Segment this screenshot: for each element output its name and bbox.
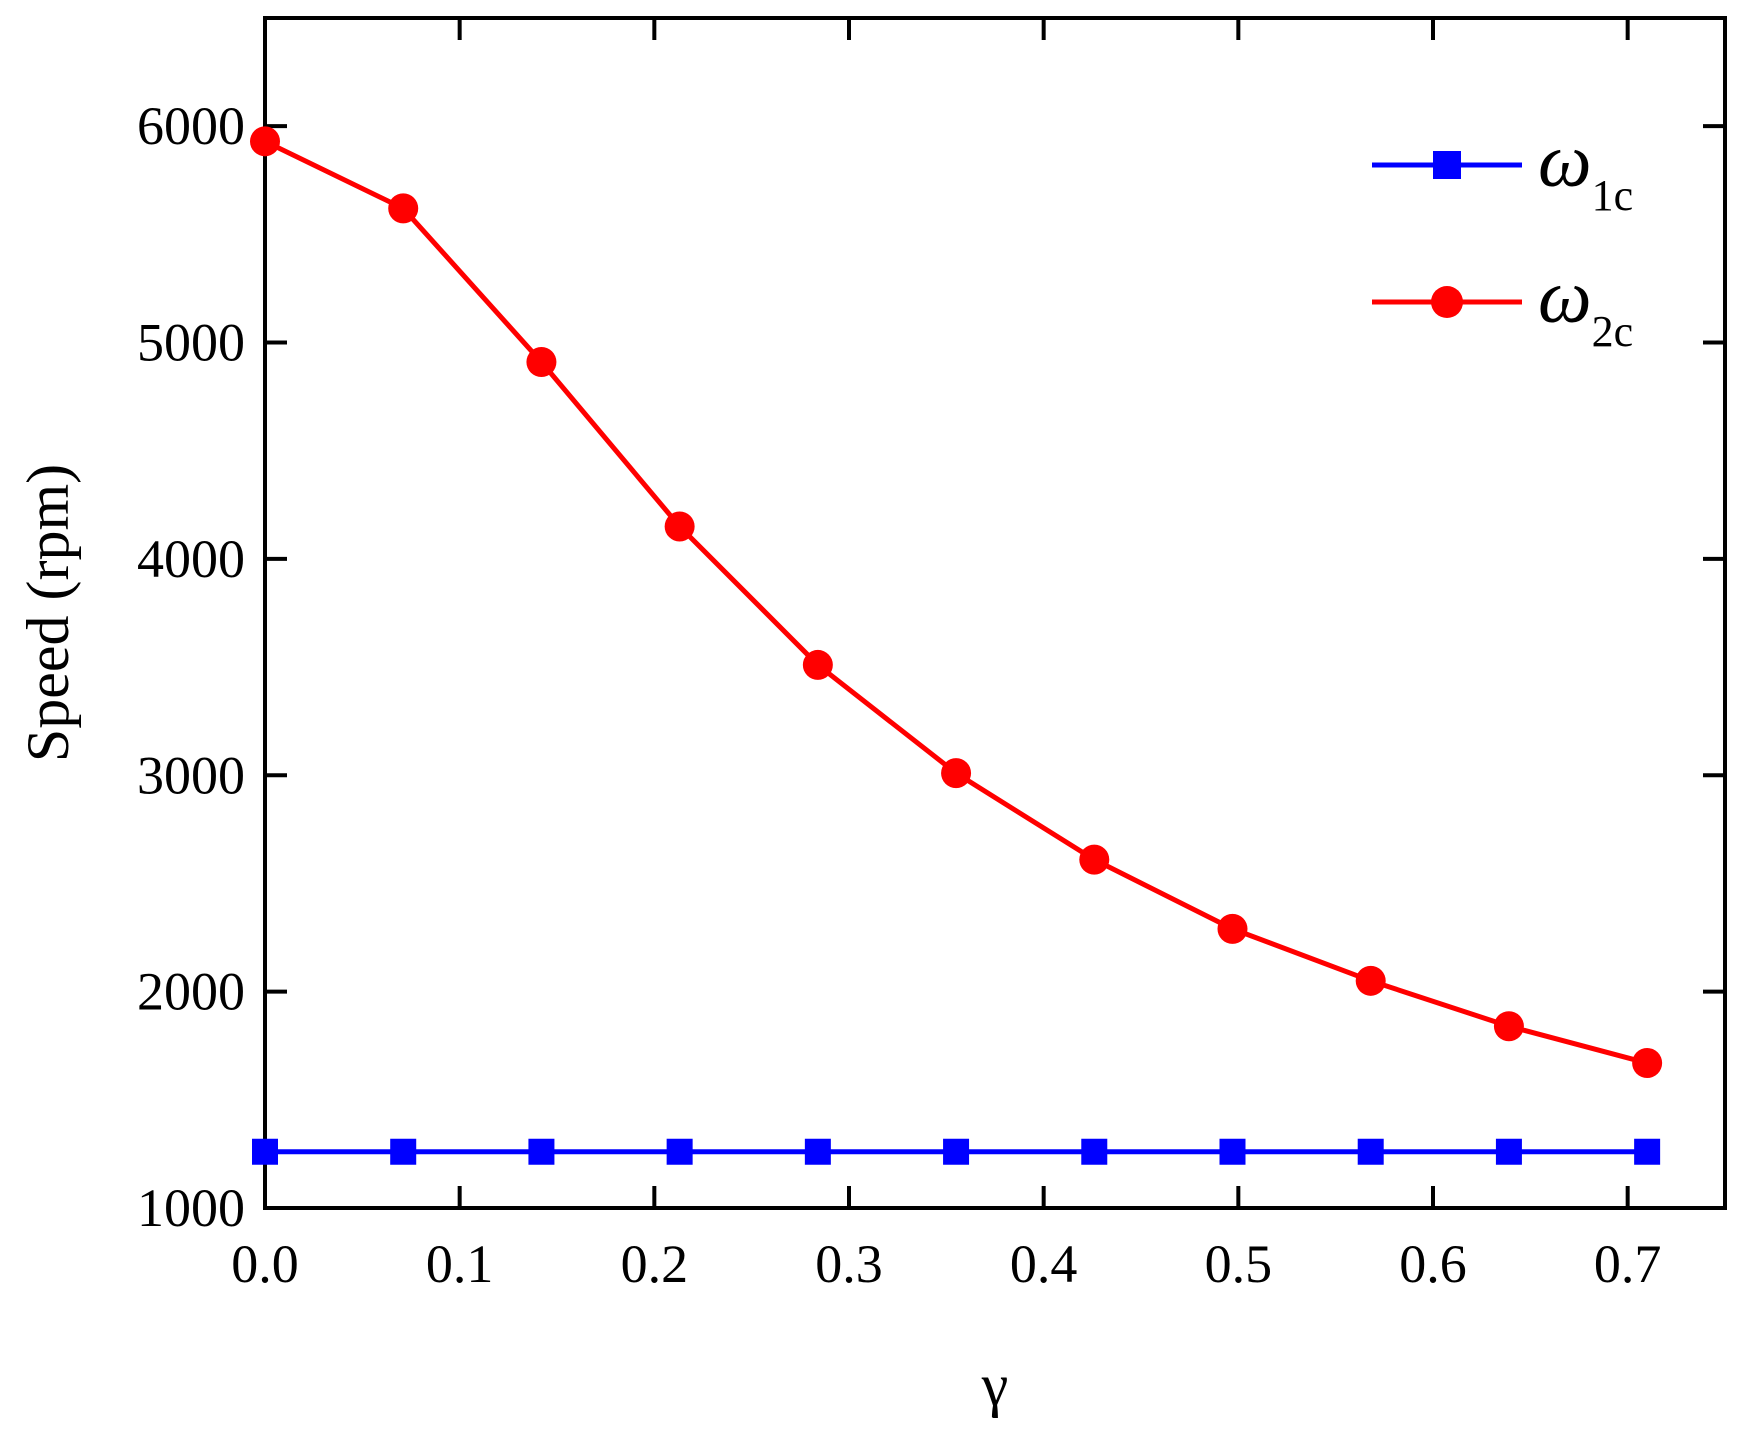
- data-point-1c: [666, 1138, 693, 1165]
- legend-label-1c-subscript: 1c: [1592, 171, 1634, 220]
- data-point-1c: [252, 1138, 278, 1165]
- legend-label-2c-subscript: 2c: [1592, 307, 1634, 356]
- x-axis-ticks: 0.0 0.1 0.2 0.3 0.4 0.5 0.6 0.7: [231, 18, 1661, 1294]
- legend: ω1c ω2c: [1372, 119, 1633, 356]
- legend-label-2c-symbol: ω: [1538, 255, 1592, 339]
- legend-label-2c: ω2c: [1538, 255, 1633, 356]
- series-layer: [250, 126, 1663, 1165]
- x-tick-label: 0.3: [815, 1234, 883, 1294]
- x-tick-label: 0.6: [1399, 1234, 1467, 1294]
- data-point-2c: [664, 511, 695, 542]
- plot-frame: [263, 16, 1727, 1210]
- data-point-2c: [802, 649, 833, 680]
- y-tick-label: 3000: [137, 745, 245, 805]
- x-tick-label: 0.2: [621, 1234, 689, 1294]
- data-point-1c: [943, 1138, 970, 1165]
- x-axis-title: γ: [981, 1352, 1009, 1418]
- y-tick-label: 2000: [137, 962, 245, 1022]
- data-point-1c: [528, 1138, 555, 1165]
- data-point-1c: [1219, 1138, 1246, 1165]
- x-tick-label: 0.4: [1010, 1234, 1078, 1294]
- data-point-2c: [941, 758, 972, 789]
- data-point-2c: [526, 347, 557, 378]
- y-axis-title: Speed (rpm): [15, 464, 81, 762]
- data-point-2c: [1355, 965, 1386, 996]
- y-tick-label: 1000: [137, 1178, 245, 1238]
- legend-entry-1c: ω1c: [1372, 119, 1633, 220]
- data-point-1c: [1495, 1138, 1522, 1165]
- y-tick-label: 6000: [137, 96, 245, 156]
- x-tick-label: 0.7: [1594, 1234, 1662, 1294]
- data-point-2c: [1632, 1048, 1663, 1079]
- data-point-1c: [804, 1138, 831, 1165]
- y-tick-label: 4000: [137, 529, 245, 589]
- y-axis-ticks: 1000 2000 3000 4000 5000 6000: [137, 96, 1725, 1238]
- x-tick-label: 0.1: [426, 1234, 494, 1294]
- data-point-2c: [1079, 844, 1110, 875]
- data-point-1c: [1634, 1138, 1661, 1165]
- data-point-2c: [1217, 913, 1248, 944]
- data-point-1c: [390, 1138, 417, 1165]
- data-point-2c: [1493, 1011, 1524, 1042]
- legend-marker-1c: [1433, 151, 1461, 179]
- data-point-1c: [1081, 1138, 1108, 1165]
- data-point-2c: [388, 193, 419, 224]
- legend-label-1c-symbol: ω: [1538, 119, 1592, 203]
- x-tick-label: 0.5: [1205, 1234, 1273, 1294]
- x-tick-label: 0.0: [231, 1234, 299, 1294]
- series-line-2c: [263, 139, 1648, 1066]
- y-tick-label: 5000: [137, 313, 245, 373]
- data-point-1c: [1357, 1138, 1384, 1165]
- legend-label-1c: ω1c: [1538, 119, 1633, 220]
- legend-marker-2c: [1431, 286, 1463, 318]
- legend-entry-2c: ω2c: [1372, 255, 1633, 356]
- data-point-2c: [250, 126, 280, 157]
